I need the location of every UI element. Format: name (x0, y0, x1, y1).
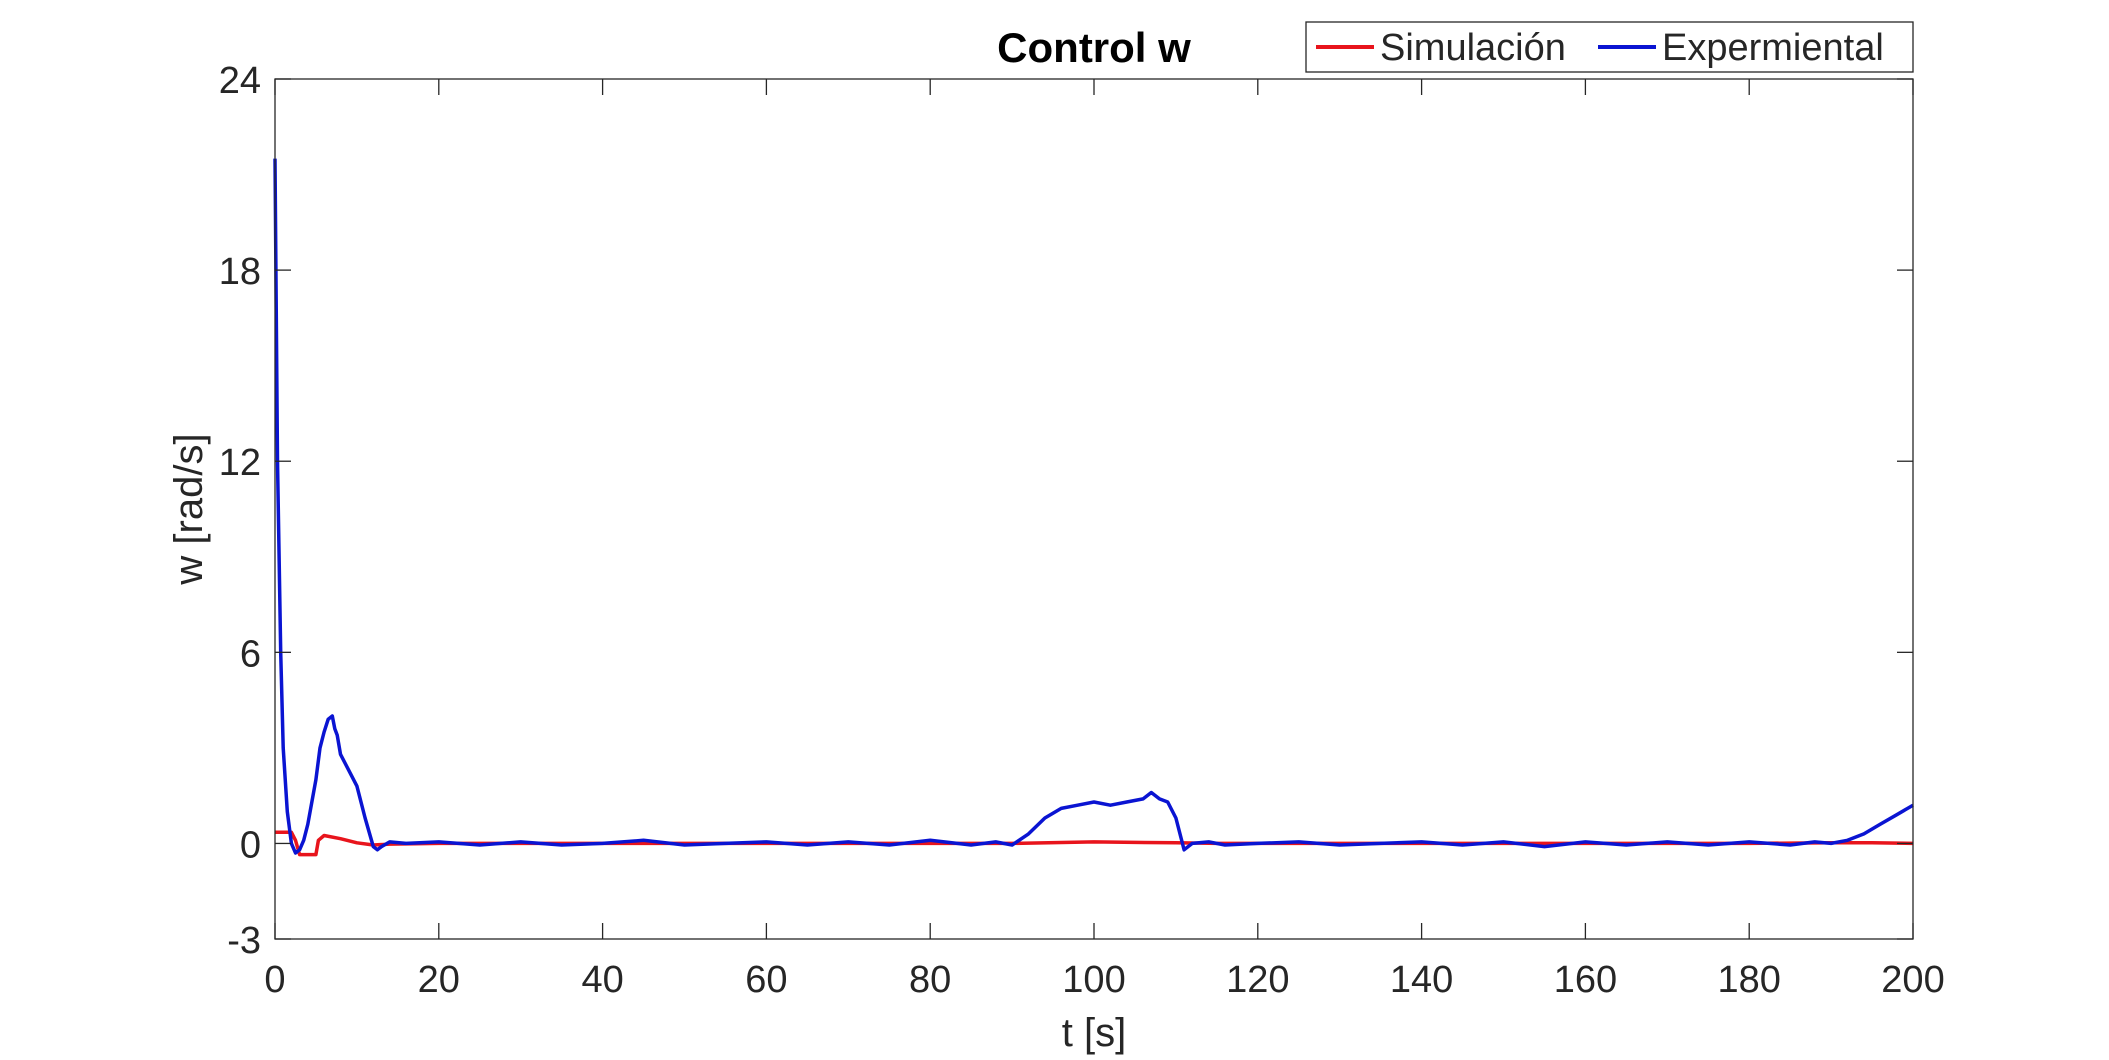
y-tick-label: -3 (227, 920, 261, 962)
legend-label-experimental: Expermiental (1662, 27, 1884, 69)
plot-area (275, 79, 1913, 939)
series-layer (273, 158, 1914, 857)
legend: Simulación Expermiental (1305, 21, 1914, 73)
y-tick-label: 24 (219, 60, 261, 102)
x-tick-label: 120 (1226, 959, 1289, 1001)
x-tick-label: 40 (581, 959, 623, 1001)
x-axis-label: t [s] (1062, 1011, 1126, 1055)
x-tick-label: 100 (1062, 959, 1125, 1001)
x-tick-label: 0 (264, 959, 285, 1001)
x-tick-label: 140 (1390, 959, 1453, 1001)
x-tick-label: 180 (1717, 959, 1780, 1001)
series-experimental-line (273, 158, 1914, 855)
y-tick-label: 6 (240, 633, 261, 675)
y-tick-label: 0 (240, 824, 261, 866)
legend-label-simulacion: Simulación (1380, 27, 1566, 69)
chart-title: Control w (997, 24, 1191, 71)
x-tick-label: 160 (1554, 959, 1617, 1001)
x-tick-label: 60 (745, 959, 787, 1001)
x-tick-label: 200 (1881, 959, 1944, 1001)
x-tick-label: 20 (418, 959, 460, 1001)
y-axis-label: w [rad/s] (167, 433, 211, 585)
y-tick-label: 18 (219, 251, 261, 293)
x-tick-label: 80 (909, 959, 951, 1001)
y-tick-label: 12 (219, 442, 261, 484)
